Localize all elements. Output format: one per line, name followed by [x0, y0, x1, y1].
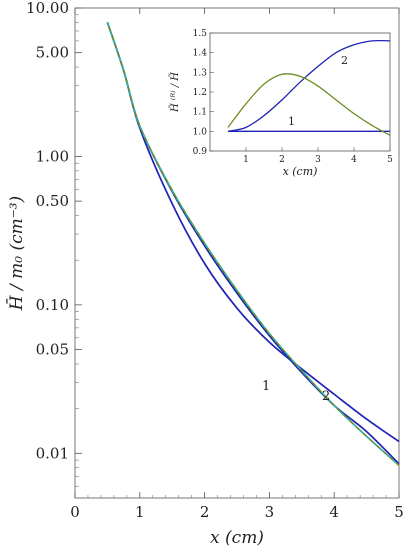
inset-curve-label-1: 1 [288, 115, 295, 128]
svg-text:H̃ ⁽ᴿ⁾ / H̃: H̃ ⁽ᴿ⁾ / H̃ [169, 72, 181, 113]
inset-y-tick-label: 1.5 [193, 29, 208, 39]
main-y-tick-label: 0.50 [36, 192, 69, 210]
inset-y-tick-label: 0.9 [193, 147, 208, 157]
inset-y-tick-label: 1.2 [193, 88, 207, 98]
inset-x-tick-label: 1 [243, 155, 249, 165]
main-curve-label-1: 1 [262, 379, 270, 394]
main-y-tick-label: 5.00 [36, 44, 69, 62]
main-series-4-line [106, 22, 400, 466]
main-plot-frame [74, 7, 400, 499]
main-y-tick-label: 10.00 [26, 0, 69, 17]
inset-series-3-line [227, 73, 391, 136]
main-x-axis-title: x (cm) [210, 528, 264, 548]
main-y-tick-label: 0.05 [36, 341, 69, 359]
main-x-tick-label: 2 [200, 503, 210, 521]
main-y-axis-title: H̄ / m₀ (cm⁻³) [5, 196, 27, 311]
svg-text:H̄ / m₀ (cm⁻³): H̄ / m₀ (cm⁻³) [5, 196, 27, 311]
main-y-tick-label: 0.10 [36, 296, 69, 314]
inset-x-axis-title: x (cm) [283, 165, 318, 178]
inset-x-tick-label: 3 [315, 155, 321, 165]
inset-x-tick-label: 5 [387, 155, 393, 165]
main-x-tick-label: 3 [265, 503, 275, 521]
inset-series-2-line [227, 39, 391, 132]
svg-text:x (cm): x (cm) [210, 528, 264, 548]
inset-x-tick-label: 4 [351, 155, 357, 165]
inset-y-tick-label: 1.1 [193, 108, 207, 118]
inset-curve-label-2: 2 [341, 54, 348, 67]
main-x-tick-label: 5 [394, 503, 404, 521]
svg-text:x (cm): x (cm) [283, 165, 318, 178]
main-curve-label-2: 2 [322, 389, 330, 404]
inset-background [210, 33, 390, 151]
inset-y-tick-label: 1.4 [193, 49, 208, 59]
main-x-tick-label: 4 [329, 503, 339, 521]
main-x-tick-label: 0 [70, 503, 80, 521]
main-y-tick-label: 0.01 [36, 444, 69, 462]
inset-y-tick-label: 1.0 [193, 127, 208, 137]
main-x-tick-label: 1 [135, 503, 145, 521]
inset-x-tick-label: 2 [279, 155, 285, 165]
inset-y-axis-title: H̃ ⁽ᴿ⁾ / H̃ [169, 72, 181, 113]
inset-y-tick-label: 1.3 [193, 68, 208, 78]
main-y-tick-label: 1.00 [36, 147, 69, 165]
